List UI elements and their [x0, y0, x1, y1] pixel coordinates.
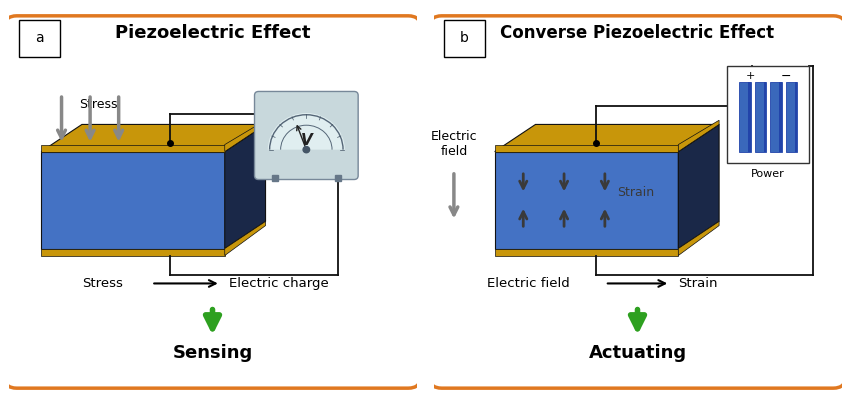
- Circle shape: [303, 147, 309, 153]
- Polygon shape: [41, 124, 265, 152]
- Polygon shape: [678, 124, 719, 248]
- Bar: [785, 82, 797, 152]
- Text: Sensing: Sensing: [173, 344, 252, 362]
- Text: Actuating: Actuating: [588, 344, 687, 362]
- Bar: [740, 82, 751, 152]
- Bar: [748, 82, 751, 152]
- Text: Electric
field: Electric field: [431, 130, 477, 158]
- FancyBboxPatch shape: [429, 16, 846, 388]
- Polygon shape: [224, 124, 265, 248]
- Bar: [795, 82, 797, 152]
- Polygon shape: [41, 145, 224, 152]
- Text: Strain: Strain: [678, 277, 717, 290]
- Text: Strain: Strain: [617, 186, 654, 199]
- Text: +: +: [745, 71, 755, 81]
- FancyBboxPatch shape: [19, 20, 60, 57]
- Polygon shape: [41, 152, 224, 248]
- Text: V: V: [300, 133, 312, 148]
- Text: b: b: [460, 32, 468, 45]
- Polygon shape: [224, 221, 265, 255]
- FancyBboxPatch shape: [444, 20, 484, 57]
- Text: a: a: [35, 32, 43, 45]
- Text: Electric field: Electric field: [486, 277, 570, 290]
- Bar: [770, 82, 781, 152]
- Polygon shape: [678, 120, 719, 152]
- FancyBboxPatch shape: [4, 16, 421, 388]
- Text: Power: Power: [751, 169, 785, 179]
- Text: Piezoelectric Effect: Piezoelectric Effect: [115, 24, 310, 42]
- Text: Electric charge: Electric charge: [229, 277, 329, 290]
- Polygon shape: [495, 152, 678, 248]
- Text: Stress: Stress: [82, 277, 122, 290]
- Text: Stress: Stress: [79, 98, 117, 111]
- Bar: [779, 82, 781, 152]
- Wedge shape: [268, 113, 345, 149]
- Polygon shape: [678, 221, 719, 255]
- Polygon shape: [495, 248, 678, 255]
- Polygon shape: [41, 248, 224, 255]
- Polygon shape: [495, 145, 678, 152]
- Polygon shape: [495, 124, 719, 152]
- Text: Converse Piezoelectric Effect: Converse Piezoelectric Effect: [501, 24, 774, 42]
- FancyBboxPatch shape: [728, 66, 809, 163]
- Polygon shape: [224, 120, 265, 152]
- Bar: [764, 82, 766, 152]
- FancyBboxPatch shape: [254, 91, 358, 179]
- Bar: [755, 82, 766, 152]
- Text: −: −: [781, 69, 791, 82]
